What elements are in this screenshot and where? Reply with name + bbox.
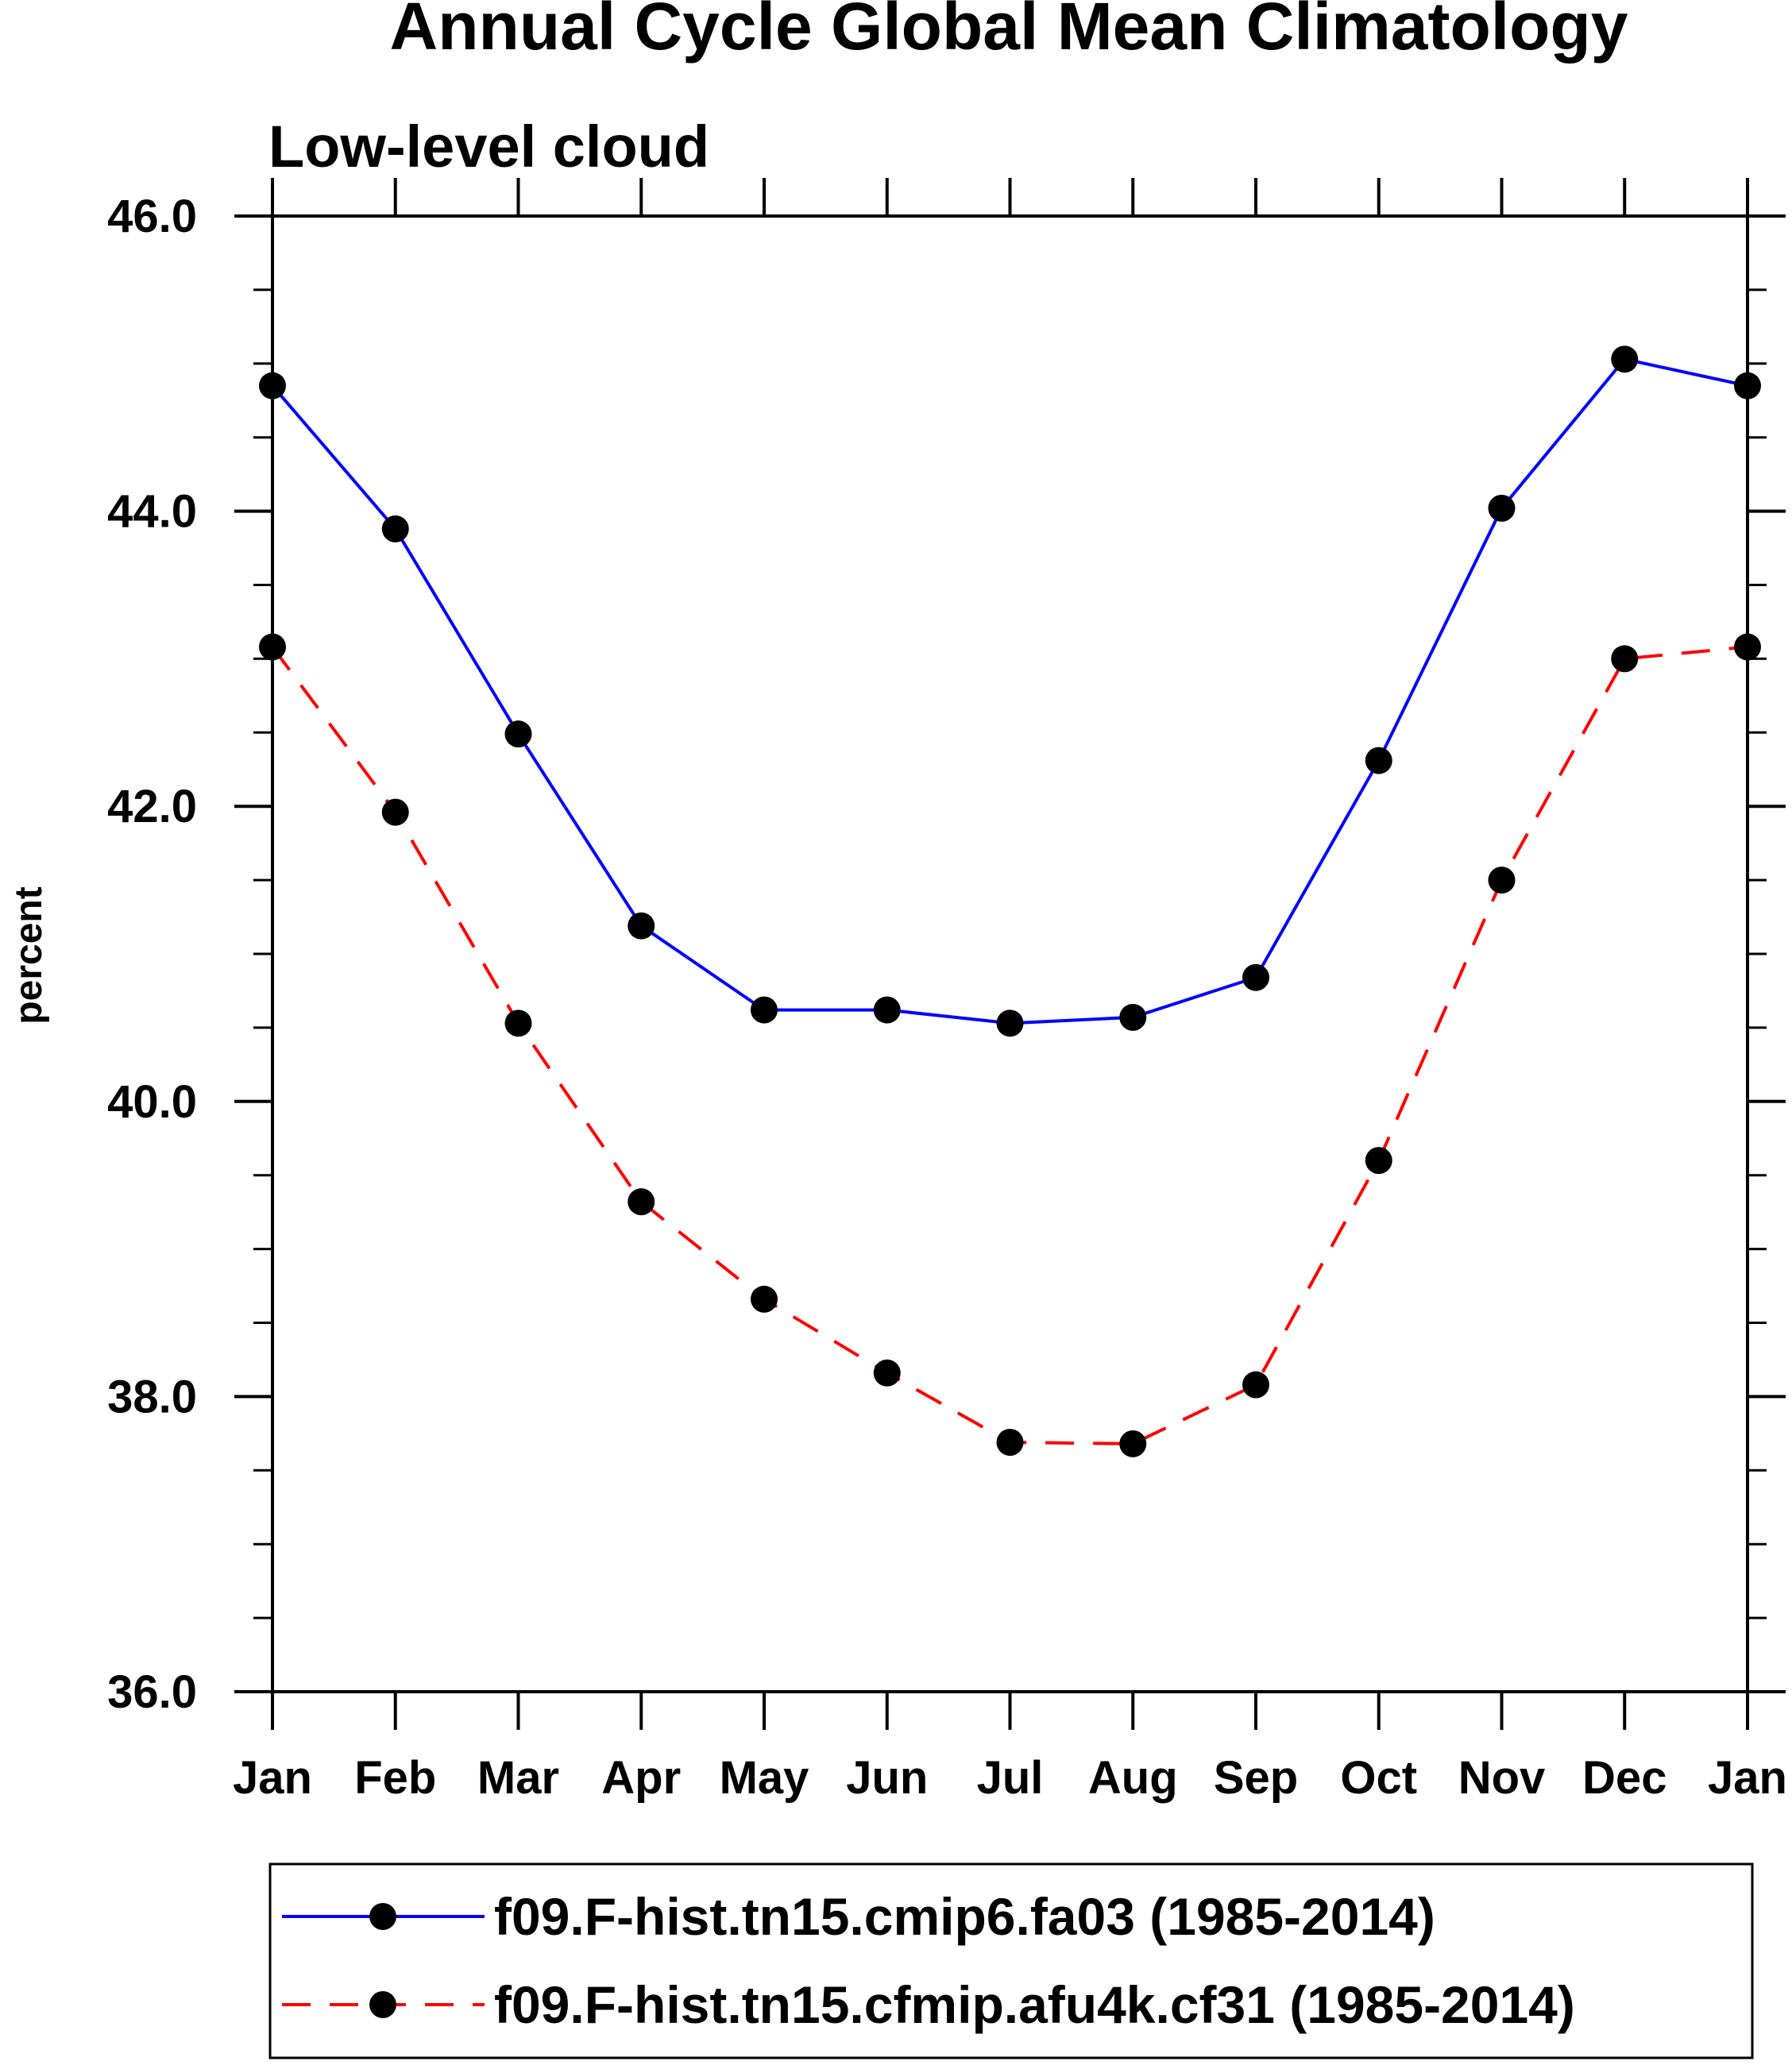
x-tick-label: Aug (1088, 1752, 1178, 1804)
x-tick-label: Sep (1214, 1752, 1298, 1804)
data-point (1488, 867, 1516, 894)
x-tick-label: Nov (1458, 1752, 1546, 1804)
y-axis-label: percent (8, 886, 50, 1024)
y-tick-label: 42.0 (107, 781, 197, 832)
data-point (1242, 1371, 1269, 1399)
x-tick-label: Oct (1340, 1752, 1417, 1804)
data-point (873, 1359, 901, 1387)
series-layer (259, 345, 1761, 1457)
y-tick-label: 38.0 (107, 1371, 197, 1422)
x-tick-label: Dec (1582, 1752, 1666, 1804)
data-point (1119, 1003, 1147, 1031)
data-point (1734, 372, 1761, 399)
chart-subtitle: Low-level cloud (268, 114, 709, 179)
y-tick-label: 36.0 (107, 1666, 197, 1718)
x-tick-label: May (720, 1752, 809, 1804)
y-tick-label: 40.0 (107, 1076, 197, 1128)
data-point (381, 798, 409, 826)
chart-title: Annual Cycle Global Mean Climatology (390, 0, 1628, 64)
data-point (751, 1285, 778, 1313)
series-line-2 (271, 645, 1748, 1446)
data-point (1365, 1147, 1392, 1175)
x-tick-label: Jul (977, 1752, 1044, 1804)
x-axis: Jan Feb Mar Apr May Jun Jul Aug Sep Oct Nov Dec Jan (233, 178, 1787, 1804)
legend-label-series-1: f09.F-hist.tn15.cmip6.fa03 (1985-2014) (494, 1887, 1435, 1946)
x-tick-label: Mar (477, 1752, 559, 1804)
y-tick-label: 44.0 (107, 486, 197, 538)
data-point (1734, 633, 1761, 661)
data-point (1488, 494, 1516, 522)
data-point (996, 1428, 1024, 1456)
data-point (1611, 345, 1639, 373)
x-tick-label: Apr (601, 1752, 681, 1804)
minor-ticks (253, 288, 1767, 1619)
data-point (1365, 747, 1392, 774)
x-tick-label: Jun (846, 1752, 928, 1804)
x-tick-label: Feb (354, 1752, 436, 1804)
data-point (873, 996, 901, 1024)
series-line-1 (271, 357, 1748, 1025)
legend-marker-series-2 (369, 1991, 396, 2018)
plot-frame (271, 214, 1749, 1693)
data-point (1119, 1430, 1147, 1457)
legend: f09.F-hist.tn15.cmip6.fa03 (1985-2014) f… (268, 1862, 1754, 2059)
data-point (504, 720, 532, 748)
data-point (996, 1009, 1024, 1037)
legend-marker-series-1 (369, 1903, 396, 1930)
legend-box (268, 1862, 1754, 2059)
data-point (628, 912, 655, 940)
data-point (259, 372, 286, 399)
data-point (259, 633, 286, 661)
data-point (1242, 963, 1269, 991)
x-tick-label: Jan (233, 1752, 312, 1804)
y-tick-label: 46.0 (107, 191, 197, 242)
x-tick-label: Jan (1708, 1752, 1787, 1804)
y-axis: 36.0 38.0 40.0 42.0 44.0 46.0 (107, 191, 1786, 1718)
data-point (628, 1188, 655, 1216)
data-point (504, 1009, 532, 1037)
data-point (381, 515, 409, 542)
data-point (751, 996, 778, 1024)
data-point (1611, 645, 1639, 673)
legend-label-series-2: f09.F-hist.tn15.cfmip.afu4k.cf31 (1985-2… (494, 1975, 1575, 2034)
